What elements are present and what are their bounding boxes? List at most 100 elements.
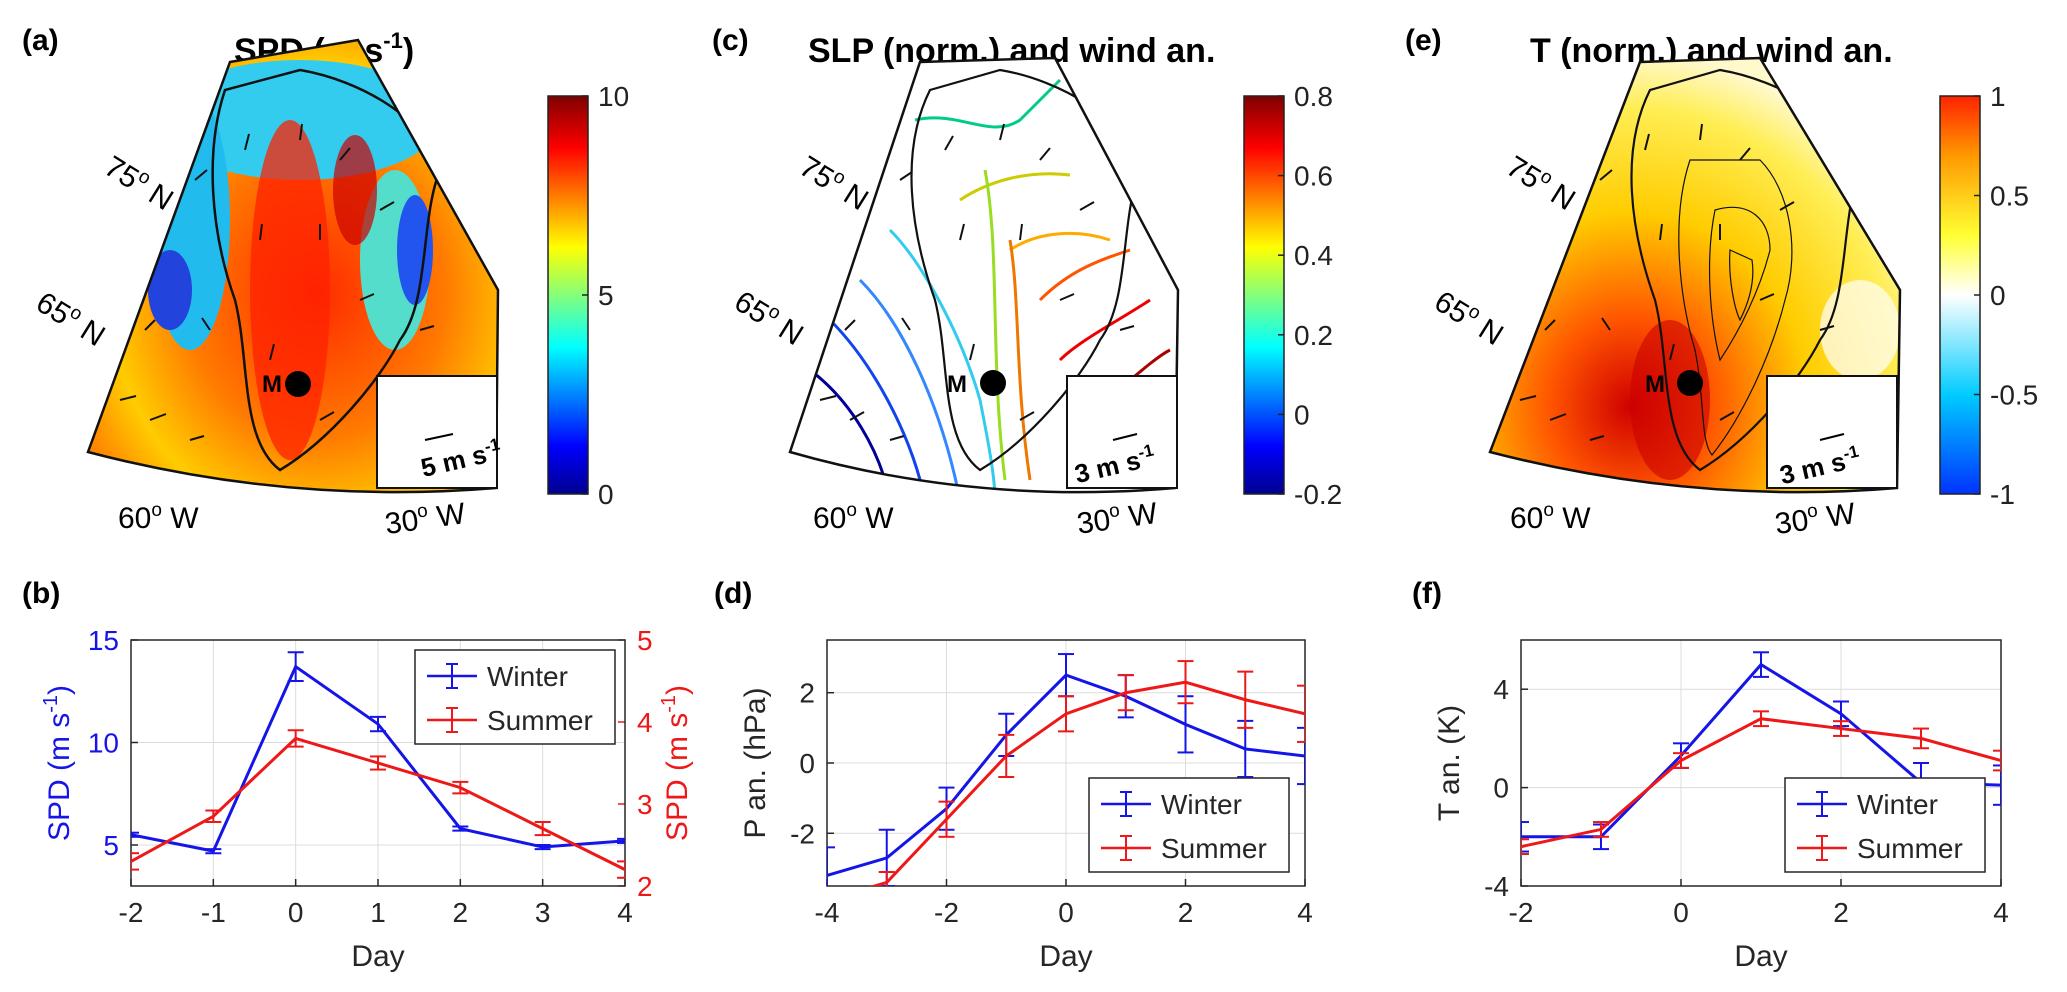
panel-a-ref-box: [376, 375, 498, 489]
chart-f-xtick-label: 4: [1993, 897, 2009, 928]
chart-d: -4 -2 0 2 4 2 0 -2 Day P an. (hPa) Winter Summer: [739, 639, 1313, 973]
cb-c-ticks-tick-label: -0.2: [1294, 479, 1342, 510]
chart-d-ytick-label: 0: [799, 748, 815, 779]
chart-b-winter-errorbar: [534, 844, 551, 851]
chart-b-xtick-label: 4: [617, 897, 633, 928]
panel-a-lon-30: 30o W: [383, 495, 468, 541]
colorbar-a-strip: [547, 95, 589, 495]
chart-d-summer-errorbar: [1297, 684, 1305, 743]
panel-a-station-label: M: [262, 371, 282, 398]
chart-b-ytick-label: 10: [88, 728, 119, 759]
chart-b-legend-label: Winter: [487, 661, 568, 692]
chart-d-summer-errorbar: [1117, 674, 1134, 712]
chart-d-summer-errorbar: [1058, 695, 1074, 733]
chart-b-winter-errorbar: [452, 825, 469, 832]
cb-e-ticks-tick-label: -0.5: [1990, 380, 2038, 411]
panel-e-lat-75: 75o N: [1501, 148, 1582, 217]
chart-b-legend-box: [414, 649, 616, 745]
chart-d-legend-item-summer: Summer: [1101, 833, 1267, 864]
colorbar-e: 1 0.5 0 -0.5 -1: [1939, 81, 2038, 510]
chart-b-plot-area: [131, 651, 625, 879]
cb-e-ticks-tick-label: 1: [1990, 81, 2006, 112]
chart-d-legend-label: Winter: [1161, 789, 1242, 820]
chart-d-xtick-label: 4: [1297, 897, 1313, 928]
cb-a-ticks-tick-label: 10: [598, 81, 629, 112]
chart-f-summer-errorbar: [1521, 838, 1529, 856]
chart-f-xlabel: Day: [1734, 940, 1787, 973]
chart-b-summer-errorbar: [287, 729, 304, 748]
chart-d-ytick-label: -2: [790, 818, 815, 849]
chart-d-xlabel: Day: [1039, 940, 1092, 973]
chart-d-winter-errorbar: [827, 846, 835, 886]
chart-d-ytick-label: 2: [799, 678, 815, 709]
chart-b-ylabel: SPD (m s-1): [40, 685, 76, 841]
cb-a-ticks-tick-label: 5: [598, 280, 614, 311]
panel-c-ref-box: [1066, 375, 1178, 489]
chart-f-legend-item-summer: Summer: [1797, 833, 1963, 864]
panel-e-letter: (e): [1405, 24, 1442, 57]
chart-b-xtick-label: -2: [119, 897, 144, 928]
chart-b-ylabel-sup: -1: [40, 695, 62, 713]
colorbar-c: 0.8 0.6 0.4 0.2 0 -0.2: [1243, 81, 1342, 510]
chart-b-ytick-right-label: 2: [637, 871, 653, 902]
chart-b-ylabel-end: ): [43, 685, 76, 695]
chart-f-summer-errorbar: [1753, 710, 1769, 728]
chart-f-summer-errorbar: [1673, 752, 1689, 769]
cb-e-ticks-tick-label: -1: [1990, 479, 2015, 510]
chart-b-legend-label: Summer: [487, 705, 593, 736]
panel-a-lon-60: 60o W: [118, 500, 199, 535]
chart-b-ylabel-right-text: SPD (m s: [661, 713, 694, 841]
panel-a-map: (a) SPD (m s-1) 5 m s-1 M 75o N 65o N: [22, 24, 502, 541]
chart-b-winter-errorbar: [205, 848, 222, 855]
panel-e-lon-30: 30o W: [1773, 495, 1858, 541]
chart-f-winter-errorbar: [1993, 764, 2001, 806]
chart-d-ylabel-text: P an. (hPa): [739, 687, 772, 838]
panel-e-lon-60: 60o W: [1510, 500, 1591, 535]
chart-f-summer-errorbar: [1993, 749, 2001, 772]
chart-f-xtick-label: 0: [1673, 897, 1689, 928]
chart-f: -2 0 2 4 4 0 -4 Day T an. (K) Winter Summer: [1433, 639, 2009, 973]
chart-b-ytick-label: 15: [88, 625, 119, 656]
chart-f-ylabel: T an. (K): [1433, 705, 1466, 821]
chart-d-legend-item-winter: Winter: [1101, 789, 1242, 820]
colorbar-c-strip: [1243, 95, 1285, 495]
colorbar-a: 10 5 0: [547, 81, 629, 510]
cb-c-ticks-tick-label: 0: [1294, 399, 1310, 430]
chart-d-summer-errorbar: [878, 870, 895, 886]
chart-d-legend-label: Summer: [1161, 833, 1267, 864]
panel-a-lat-75: 75o N: [99, 148, 180, 217]
chart-d-summer-errorbar: [938, 800, 955, 838]
chart-b-xtick-label: 2: [453, 897, 469, 928]
cb-c-ticks-tick-label: 0.6: [1294, 161, 1333, 192]
panel-c-letter: (c): [712, 24, 749, 57]
chart-f-xtick-label: -2: [1509, 897, 1534, 928]
chart-d-plot-area: [827, 653, 1305, 886]
chart-f-winter-errorbar: [1753, 651, 1769, 678]
chart-f-winter-errorbar: [1521, 821, 1529, 853]
panel-c-lat-65: 65o N: [729, 283, 810, 352]
chart-b-xlabel: Day: [351, 940, 404, 973]
panel-d-letter: (d): [714, 577, 752, 610]
panel-c-lon-30: 30o W: [1075, 495, 1160, 541]
chart-b-xtick-label: 3: [535, 897, 551, 928]
chart-d-xtick-label: -2: [934, 897, 959, 928]
chart-b-xtick-label: 0: [288, 897, 304, 928]
chart-d-ylabel: P an. (hPa): [739, 687, 772, 838]
panel-c-lat-75: 75o N: [794, 148, 875, 217]
chart-b-xtick-label: 1: [370, 897, 386, 928]
chart-f-summer-errorbar: [1913, 727, 1929, 750]
cb-c-ticks-tick-label: 0.2: [1294, 320, 1333, 351]
panel-c-lon-60: 60o W: [813, 500, 894, 535]
chart-f-ytick-label: 0: [1493, 773, 1509, 804]
cb-e-ticks-tick-label: 0: [1990, 280, 2006, 311]
chart-b-winter-errorbar: [617, 837, 625, 844]
chart-f-legend-label: Winter: [1857, 789, 1938, 820]
chart-d-summer-errorbar: [1177, 660, 1194, 705]
chart-f-ytick-label: 4: [1493, 674, 1509, 705]
chart-f-legend: Winter Summer: [1784, 777, 1986, 873]
chart-b-legend-item-summer: Summer: [427, 705, 593, 736]
chart-d-summer-errorbar: [998, 733, 1015, 779]
chart-b-ylabel-right-sup: -1: [658, 695, 680, 713]
panel-e-ref-box: [1766, 375, 1898, 489]
